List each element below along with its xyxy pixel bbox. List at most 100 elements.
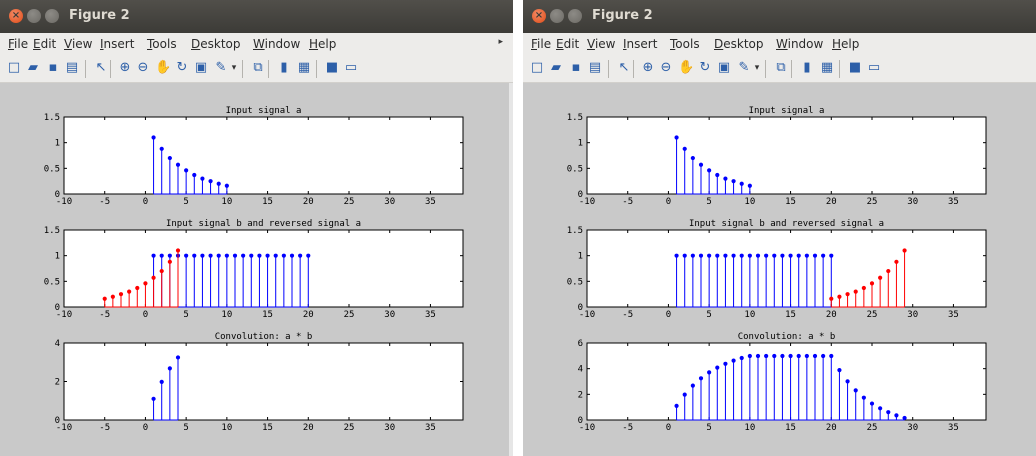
pointer-icon[interactable]: ↖: [618, 60, 630, 75]
legend-icon[interactable]: ▦: [297, 60, 311, 75]
stem-marker: [151, 135, 156, 140]
zoom-in-icon[interactable]: ⊕: [642, 60, 654, 75]
stem-marker: [715, 365, 720, 370]
x-tick-label: 0: [666, 310, 671, 320]
legend-icon[interactable]: ▦: [820, 60, 834, 75]
stem-marker: [698, 376, 704, 381]
maximize-icon[interactable]: [568, 9, 582, 23]
x-tick-label: 20: [303, 197, 314, 207]
stem-marker: [175, 162, 181, 167]
link-plot-icon[interactable]: ⧉: [776, 60, 786, 75]
y-tick-label: 2: [578, 390, 583, 400]
stem-marker: [200, 176, 205, 181]
toolbar-separator: [633, 60, 634, 78]
stem-marker: [674, 253, 679, 258]
new-figure-icon[interactable]: □: [530, 60, 544, 75]
stem-marker: [739, 181, 744, 186]
x-tick-label: 15: [785, 310, 796, 320]
print-icon[interactable]: ▤: [65, 60, 79, 75]
stem-marker: [216, 253, 221, 258]
axes-box: [586, 229, 987, 308]
menu-insert[interactable]: Insert: [100, 37, 135, 51]
brush-dropdown-icon[interactable]: ▾: [231, 63, 237, 73]
data-cursor-icon[interactable]: ▣: [717, 60, 731, 75]
rotate-3d-icon[interactable]: ↻: [699, 60, 711, 75]
brush-icon[interactable]: ✎: [215, 60, 227, 75]
hide-plot-tools-icon[interactable]: ■: [848, 60, 862, 75]
stem-marker: [804, 253, 809, 258]
zoom-in-icon[interactable]: ⊕: [119, 60, 131, 75]
axes-box: [63, 116, 464, 195]
figure-window-right: × Figure 2 File Edit View Insert Tools Deskto…: [523, 0, 1036, 456]
brush-icon[interactable]: ✎: [738, 60, 750, 75]
close-icon[interactable]: ×: [532, 9, 546, 23]
save-icon[interactable]: ▪: [48, 60, 58, 75]
pointer-icon[interactable]: ↖: [95, 60, 107, 75]
x-tick-label: 25: [867, 423, 878, 433]
x-tick-label: 25: [867, 310, 878, 320]
menu-insert[interactable]: Insert: [623, 37, 658, 51]
x-tick-label: -5: [99, 197, 110, 207]
y-tick-label: 1: [55, 252, 60, 262]
stem-marker: [110, 294, 115, 299]
menu-view[interactable]: View: [64, 37, 93, 51]
rotate-3d-icon[interactable]: ↻: [176, 60, 188, 75]
link-plot-icon[interactable]: ⧉: [253, 60, 263, 75]
open-file-icon[interactable]: ▰: [28, 60, 38, 75]
menu-tools[interactable]: Tools: [670, 37, 700, 51]
stem-marker: [804, 353, 809, 359]
stem-marker: [118, 292, 124, 297]
menu-file[interactable]: File: [8, 37, 29, 51]
colorbar-icon[interactable]: ▮: [803, 60, 811, 75]
zoom-out-icon[interactable]: ⊖: [137, 60, 149, 75]
stem-marker: [780, 353, 785, 359]
menu-tools[interactable]: Tools: [147, 37, 177, 51]
x-tick-label: 15: [262, 310, 273, 320]
menu-desktop[interactable]: Desktop: [714, 37, 764, 51]
stem-marker: [894, 413, 899, 418]
menu-view[interactable]: View: [587, 37, 616, 51]
menu-overflow-icon[interactable]: ▸: [498, 37, 503, 47]
x-tick-label: 10: [744, 197, 755, 207]
save-icon[interactable]: ▪: [571, 60, 581, 75]
show-plot-tools-icon[interactable]: ▭: [867, 60, 881, 75]
x-tick-label: 0: [666, 423, 671, 433]
stem-marker: [682, 253, 687, 258]
pan-icon[interactable]: ✋: [678, 60, 695, 75]
pan-icon[interactable]: ✋: [155, 60, 172, 75]
axes-box: [63, 229, 464, 308]
menu-edit[interactable]: Edit: [33, 37, 57, 51]
minimize-icon[interactable]: [27, 9, 41, 23]
show-plot-tools-icon[interactable]: ▭: [344, 60, 358, 75]
menu-file[interactable]: File: [531, 37, 552, 51]
stem-marker: [715, 253, 720, 258]
menu-window[interactable]: Window: [253, 37, 301, 51]
print-icon[interactable]: ▤: [588, 60, 602, 75]
menu-help[interactable]: Help: [309, 37, 337, 51]
x-tick-label: 0: [143, 197, 148, 207]
stem-marker: [102, 296, 107, 301]
figure-canvas: Input signal a -10 -5 0 5 10 15 20 25 30 35 0 0.5 1 1.…: [523, 83, 1036, 456]
open-file-icon[interactable]: ▰: [551, 60, 561, 75]
stem-marker: [764, 353, 769, 359]
maximize-icon[interactable]: [45, 9, 59, 23]
figure-window-left: × Figure 2 File Edit View Insert Tools Deskto…: [0, 0, 513, 456]
stem-marker: [175, 355, 181, 360]
menu-window[interactable]: Window: [776, 37, 824, 51]
zoom-out-icon[interactable]: ⊖: [660, 60, 672, 75]
x-tick-label: 20: [303, 423, 314, 433]
hide-plot-tools-icon[interactable]: ■: [325, 60, 339, 75]
x-tick-label: 25: [344, 197, 355, 207]
minimize-icon[interactable]: [550, 9, 564, 23]
x-tick-label: 5: [706, 423, 711, 433]
menu-desktop[interactable]: Desktop: [191, 37, 241, 51]
stem-marker: [715, 172, 720, 178]
data-cursor-icon[interactable]: ▣: [194, 60, 208, 75]
stem-marker: [159, 146, 164, 151]
brush-dropdown-icon[interactable]: ▾: [754, 63, 760, 73]
colorbar-icon[interactable]: ▮: [280, 60, 288, 75]
menu-edit[interactable]: Edit: [556, 37, 580, 51]
new-figure-icon[interactable]: □: [7, 60, 21, 75]
close-icon[interactable]: ×: [9, 9, 23, 23]
menu-help[interactable]: Help: [832, 37, 860, 51]
